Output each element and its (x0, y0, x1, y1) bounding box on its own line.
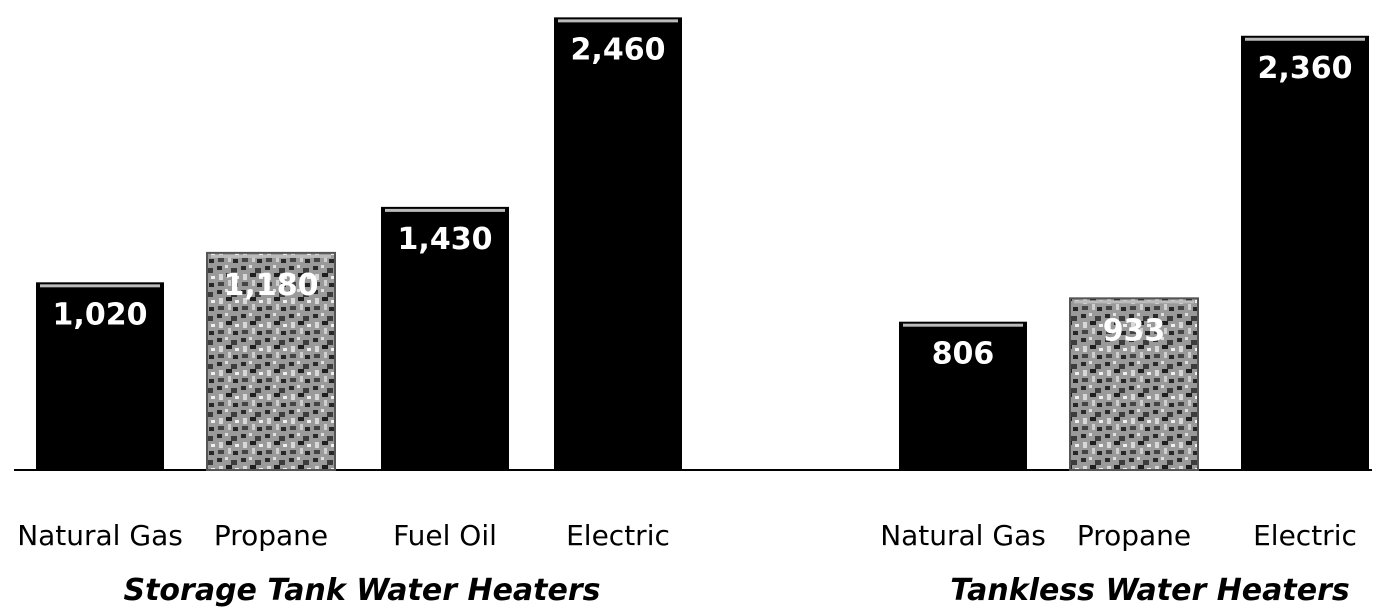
category-label-1-2: Electric (1253, 519, 1357, 552)
bar-highlight-0-2 (385, 208, 505, 212)
bars (36, 17, 1369, 471)
bar-highlight-1-2 (1245, 37, 1365, 41)
category-labels: Natural Gas Propane Fuel Oil Electric Natura… (17, 519, 1357, 552)
category-label-0-0: Natural Gas (17, 519, 183, 552)
bar-highlight-1-1 (1074, 300, 1194, 304)
bar-highlight-0-0 (40, 284, 160, 288)
value-label-0-3: 2,460 (571, 32, 666, 67)
value-label-1-1: 933 (1103, 313, 1166, 348)
bar-1-2 (1241, 35, 1369, 470)
value-label-0-1: 1,180 (224, 268, 319, 303)
value-label-1-2: 2,360 (1258, 51, 1353, 86)
value-labels: 1,020 1,180 1,430 2,460 806 933 2,360 (53, 32, 1353, 371)
value-label-0-0: 1,020 (53, 297, 148, 332)
bar-0-1 (206, 251, 336, 471)
category-label-1-0: Natural Gas (880, 519, 1046, 552)
bar-0-3 (554, 17, 682, 471)
group-label-0: Storage Tank Water Heaters (123, 573, 600, 608)
value-label-0-2: 1,430 (398, 222, 493, 257)
group-labels: Storage Tank Water Heaters Tankless Water… (123, 573, 1349, 608)
bar-1-0 (899, 321, 1027, 470)
group-label-1: Tankless Water Heaters (950, 573, 1350, 608)
category-label-0-2: Fuel Oil (393, 519, 497, 552)
bar-1-1 (1069, 297, 1199, 471)
bar-highlight-0-1 (211, 254, 331, 258)
category-label-1-1: Propane (1077, 519, 1191, 552)
bar-0-2 (381, 206, 509, 470)
bar-0-0 (36, 282, 164, 470)
category-label-0-1: Propane (214, 519, 328, 552)
bar-highlight-1-0 (903, 323, 1023, 327)
value-label-1-0: 806 (932, 337, 995, 372)
category-label-0-3: Electric (566, 519, 670, 552)
bar-highlight-0-3 (558, 19, 678, 23)
